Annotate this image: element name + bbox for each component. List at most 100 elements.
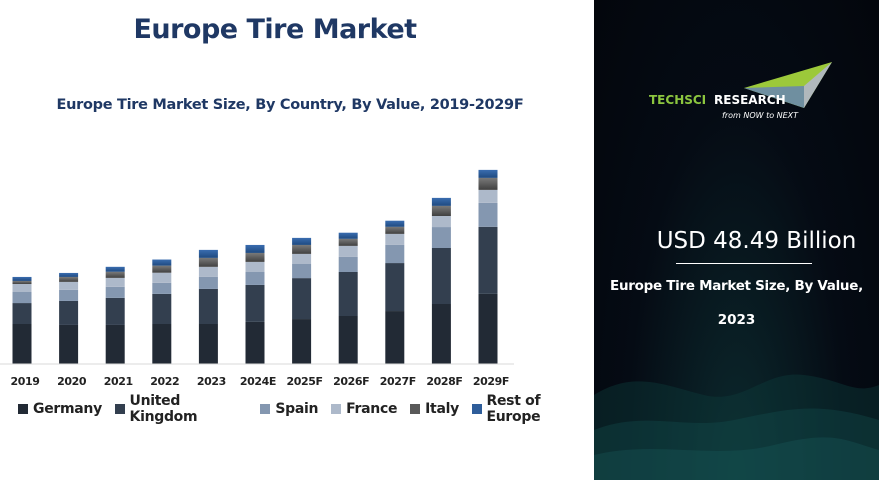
- bar-segment-france: [338, 245, 358, 257]
- bar-segment-italy: [292, 244, 312, 254]
- bar-segment-germany: [338, 316, 358, 364]
- bar-segment-germany: [478, 293, 498, 364]
- bar-segment-italy: [431, 205, 451, 216]
- bar-segment-united-kingdom: [431, 248, 451, 304]
- bar-segment-united-kingdom: [59, 300, 79, 325]
- wave-decoration: [594, 374, 879, 480]
- divider: [676, 263, 812, 264]
- bar-segment-rest-of-europe: [385, 220, 405, 227]
- x-tick-label: 2021: [104, 375, 133, 388]
- bar-segment-spain: [198, 276, 218, 289]
- legend-swatch: [331, 404, 342, 414]
- market-value: USD 48.49 Billion: [656, 228, 857, 254]
- legend-item: Spain: [260, 393, 318, 425]
- bar-segment-germany: [59, 324, 79, 364]
- bar-segment-rest-of-europe: [198, 249, 218, 258]
- bar-segment-rest-of-europe: [59, 272, 79, 277]
- bar-segment-germany: [12, 324, 32, 364]
- bar-segment-italy: [245, 252, 265, 262]
- bar-segment-italy: [338, 238, 358, 246]
- bar-segment-spain: [478, 202, 498, 227]
- bar-segment-france: [385, 233, 405, 245]
- x-tick-label: 2022: [150, 375, 179, 388]
- bar-segment-spain: [338, 256, 358, 272]
- bar-segment-france: [245, 261, 265, 272]
- legend-item: Germany: [18, 393, 102, 425]
- bar-segment-germany: [385, 311, 405, 364]
- bar-segment-united-kingdom: [198, 288, 218, 324]
- bar-segment-rest-of-europe: [105, 266, 125, 272]
- bar-segment-united-kingdom: [385, 263, 405, 312]
- bar-segment-germany: [245, 321, 265, 364]
- legend-item: Italy: [410, 393, 459, 425]
- legend-item: France: [331, 393, 397, 425]
- bar-segment-france: [292, 253, 312, 264]
- bar-segment-united-kingdom: [478, 226, 498, 294]
- x-tick-label: 2028F: [426, 375, 462, 388]
- bar-segment-germany: [292, 319, 312, 364]
- bar-segment-italy: [12, 280, 32, 284]
- x-tick-label: 2023: [197, 375, 226, 388]
- bar-segment-germany: [198, 324, 218, 364]
- legend-label: Spain: [275, 401, 319, 417]
- bar-segment-italy: [152, 265, 172, 273]
- bar-segment-rest-of-europe: [245, 244, 265, 253]
- bar-segment-germany: [152, 324, 172, 364]
- chart-legend: Germany United Kingdom Spain France Italy Res…: [18, 393, 594, 425]
- market-value-label: Europe Tire Market Size, By Value,: [610, 278, 863, 294]
- bar-segment-spain: [12, 292, 32, 304]
- bar-segment-germany: [105, 324, 125, 364]
- page-title: Europe Tire Market: [133, 14, 417, 45]
- bar-segment-united-kingdom: [105, 297, 125, 325]
- bar-segment-spain: [245, 272, 265, 285]
- bar-segment-spain: [152, 282, 172, 294]
- bar-segment-italy: [105, 271, 125, 278]
- x-tick-label: 2027F: [380, 375, 416, 388]
- bar-segment-rest-of-europe: [478, 169, 498, 178]
- legend-item: United Kingdom: [114, 393, 247, 425]
- bar-segment-spain: [431, 227, 451, 248]
- x-tick-label: 2025F: [287, 375, 323, 388]
- legend-swatch: [18, 404, 28, 414]
- x-tick-label: 2024E: [240, 375, 276, 388]
- legend-label: Germany: [33, 401, 102, 417]
- bar-segment-italy: [59, 276, 79, 282]
- legend-label: United Kingdom: [129, 393, 198, 425]
- bar-segment-rest-of-europe: [292, 237, 312, 245]
- bar-segment-france: [478, 189, 498, 203]
- stacked-bar-chart: 2019 2020 2021 2022 2023 2024E 2025F 2026F 2027F…: [0, 169, 514, 388]
- legend-label: Rest of Europe: [486, 393, 541, 425]
- logo-tagline: from NOW to NEXT: [722, 111, 799, 120]
- summary-panel: TECHSCI RESEARCH from NOW to NEXT USD 48…: [594, 0, 879, 480]
- bar-segment-france: [12, 284, 32, 292]
- bar-segment-france: [198, 266, 218, 277]
- bar-segment-united-kingdom: [245, 284, 265, 322]
- bar-segment-italy: [198, 257, 218, 267]
- market-value-year: 2023: [717, 312, 756, 328]
- legend-swatch: [260, 404, 271, 414]
- chart-panel: Europe Tire Market Europe Tire Market Si…: [0, 14, 594, 425]
- legend-swatch: [410, 404, 421, 414]
- bar-segment-united-kingdom: [292, 278, 312, 320]
- bar-segment-rest-of-europe: [338, 232, 358, 239]
- legend-swatch: [471, 404, 482, 414]
- bar-segment-france: [59, 281, 79, 290]
- techsci-logo: TECHSCI RESEARCH from NOW to NEXT: [649, 62, 832, 120]
- bar-segment-italy: [478, 177, 498, 190]
- bar-segment-france: [431, 216, 451, 228]
- bar-segment-germany: [431, 304, 451, 364]
- legend-swatch: [114, 404, 125, 414]
- bar-segment-spain: [292, 264, 312, 279]
- chart-title: Europe Tire Market Size, By Country, By …: [56, 97, 524, 113]
- legend-label: France: [346, 401, 398, 417]
- logo-brand-right: RESEARCH: [714, 93, 786, 107]
- legend-item: Rest of Europe: [471, 393, 594, 425]
- bar-segment-italy: [385, 226, 405, 234]
- x-tick-label: 2026F: [333, 375, 369, 388]
- x-tick-label: 2029F: [473, 375, 509, 388]
- bar-segment-rest-of-europe: [152, 259, 172, 266]
- bar-segment-rest-of-europe: [431, 197, 451, 206]
- bar-segment-spain: [385, 244, 405, 264]
- bar-segment-united-kingdom: [152, 293, 172, 324]
- bar-segment-spain: [59, 289, 79, 301]
